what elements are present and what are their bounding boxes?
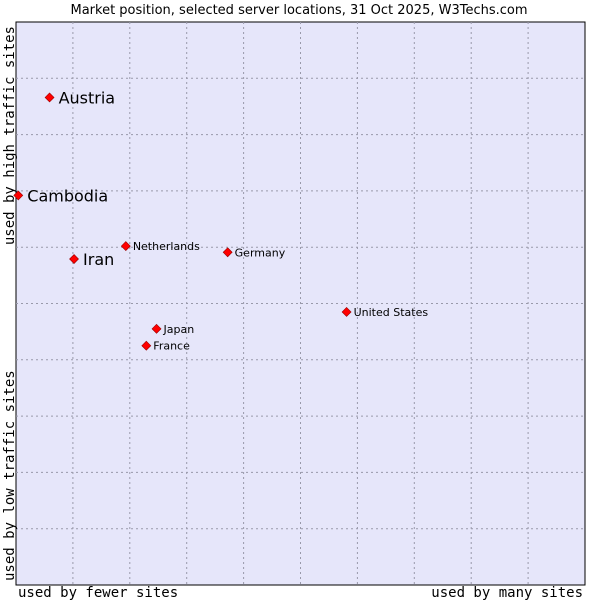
point-germany: Germany (222, 246, 286, 259)
x-axis-label-low: used by fewer sites (18, 585, 178, 600)
point-label: Japan (163, 323, 195, 336)
point-marker (13, 190, 24, 201)
point-japan: Japan (151, 323, 195, 336)
point-marker (44, 92, 55, 103)
grid-lines (16, 22, 585, 585)
point-label: France (153, 340, 190, 353)
point-marker (222, 247, 233, 258)
point-label: Iran (83, 250, 114, 269)
point-france: France (141, 340, 190, 353)
point-label: United States (354, 306, 429, 319)
point-united-states: United States (341, 306, 429, 319)
point-iran: Iran (69, 250, 114, 269)
point-label: Austria (59, 88, 116, 107)
point-label: Cambodia (27, 186, 108, 205)
point-label: Netherlands (133, 240, 200, 253)
point-austria: Austria (44, 88, 116, 107)
chart-title: Market position, selected server locatio… (70, 3, 527, 18)
data-points: Austria Cambodia Iran Netherlands Germany Uni… (13, 88, 429, 353)
point-marker (69, 254, 79, 264)
point-cambodia: Cambodia (13, 186, 108, 205)
x-axis-label-high: used by many sites (431, 585, 583, 600)
point-marker (151, 323, 162, 334)
point-marker (341, 307, 352, 317)
point-netherlands: Netherlands (120, 240, 200, 253)
point-marker (141, 340, 152, 351)
y-axis-label-high: used by high traffic sites (2, 26, 18, 245)
point-marker (120, 241, 131, 251)
point-label: Germany (235, 246, 286, 259)
y-axis-label-low: used by low traffic sites (2, 370, 18, 581)
